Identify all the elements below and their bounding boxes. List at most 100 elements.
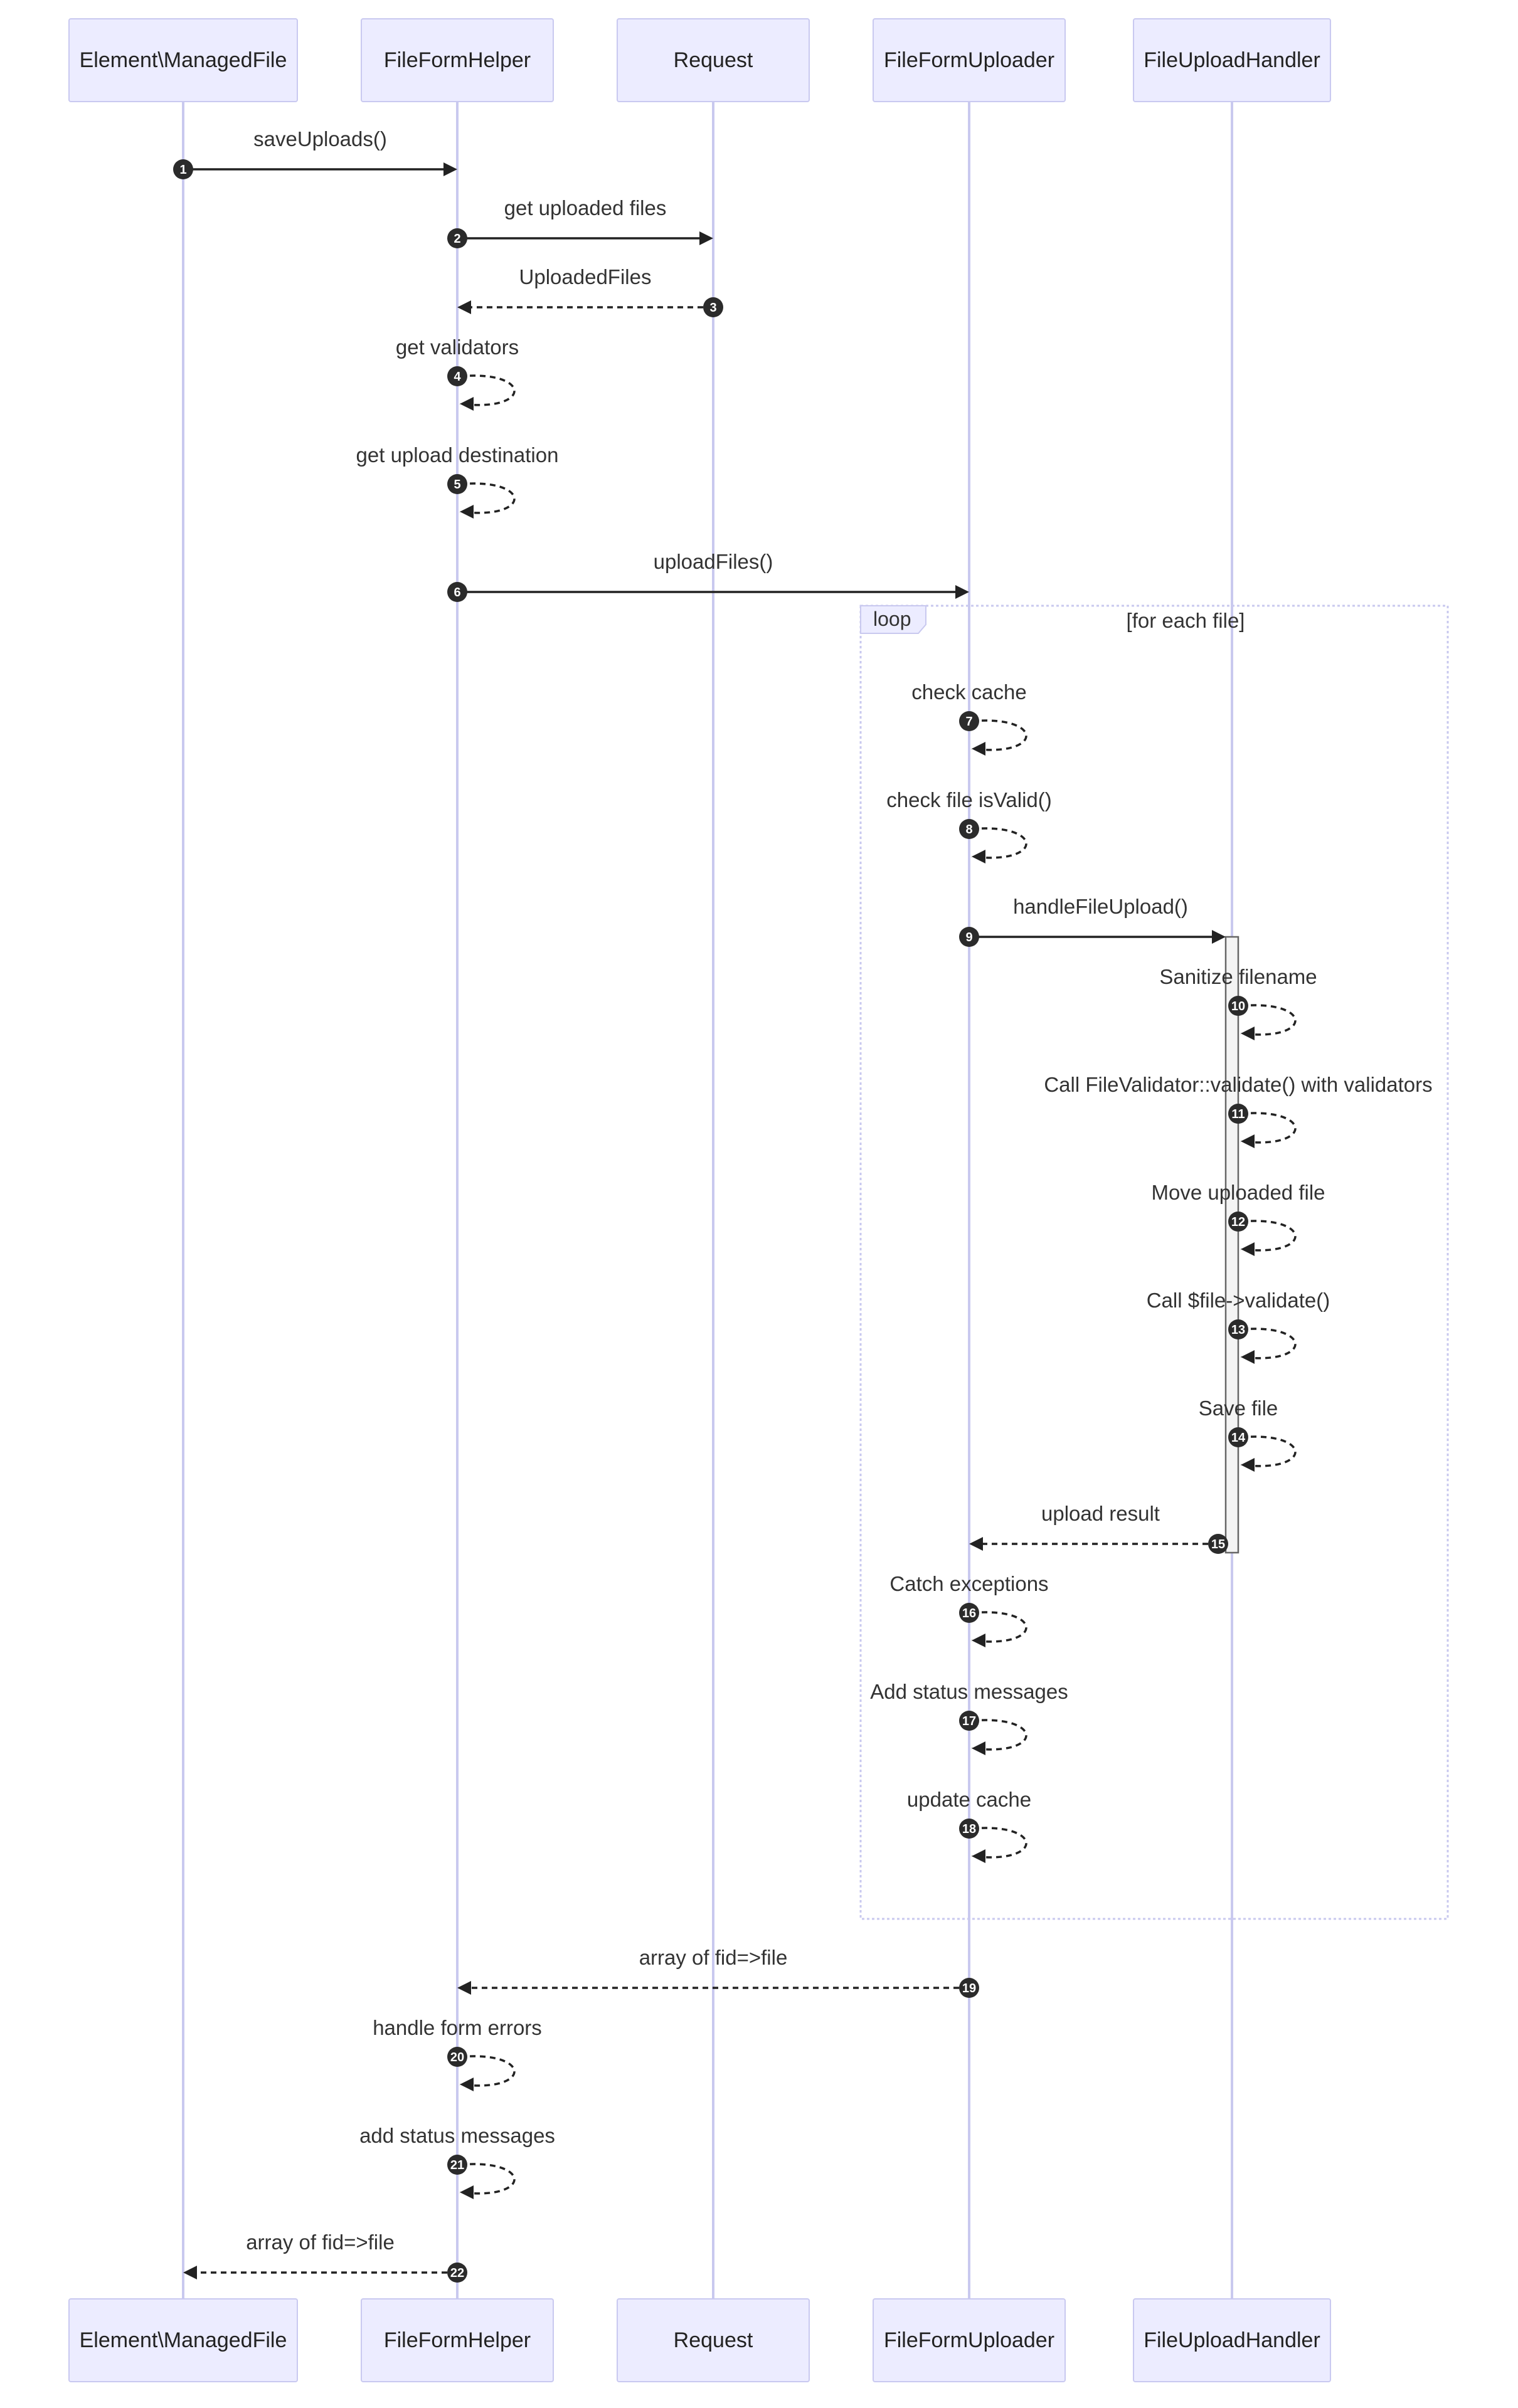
sequence-number: 18 [962,1822,976,1836]
message-19: array of fid=>file 19 [457,1946,979,1998]
participant-label: FileUploadHandler [1144,2328,1320,2352]
arrowhead [972,742,985,756]
message-label: Call FileValidator::validate() with vali… [1044,1073,1432,1096]
message-8: check file isValid() 8 [886,788,1052,863]
participant-label: FileFormHelper [384,2328,531,2352]
sequence-badge [447,2047,467,2067]
arrowhead [1241,1242,1255,1256]
participant-managedfile-bottom: Element\ManagedFile [68,2298,298,2382]
message-20: handle form errors 20 [373,2016,542,2091]
arrowhead [1241,1027,1255,1040]
messages: saveUploads() 1 get uploaded files 2 Uploade… [173,127,1433,2283]
message-label: get upload destination [356,443,559,467]
message-4: get validators 4 [396,335,519,411]
sequence-badge [703,297,723,317]
message-label: array of fid=>file [639,1946,788,1969]
message-line [459,2055,516,2087]
sequence-badge [959,1819,979,1839]
message-label: get uploaded files [504,196,667,219]
arrowhead [972,1741,985,1755]
participant-managedfile-top: Element\ManagedFile [68,18,298,102]
sequence-number: 5 [454,478,460,492]
sequence-number: 10 [1231,1000,1245,1013]
sequence-number: 12 [1231,1215,1245,1229]
message-line [1240,1004,1297,1036]
participant-label: Request [674,48,753,72]
sequence-badge [959,1978,979,1998]
loop-frame: loop [for each file] [859,605,1449,1920]
message-line [459,2163,516,2195]
sequence-number: 17 [962,1714,976,1728]
loop-tag-tab [860,605,926,634]
message-label: check file isValid() [886,788,1051,811]
participant-uploader-top: FileFormUploader [873,18,1066,102]
sequence-number: 11 [1231,1107,1245,1121]
arrowhead [969,1537,983,1551]
message-12: Move uploaded file 12 [1151,1181,1325,1256]
message-label: add status messages [359,2124,555,2147]
sequence-badge [1228,996,1248,1016]
sequence-badge [959,819,979,839]
sequence-badge [1228,1319,1248,1339]
arrowhead [460,2078,474,2091]
arrowhead [972,850,985,863]
sequence-number: 19 [962,1982,976,1995]
message-5: get upload destination 5 [356,443,559,519]
message-1: saveUploads() 1 [173,127,457,179]
arrowhead [457,1981,471,1995]
participants-bottom: Element\ManagedFile FileFormHelper Request… [68,2298,1331,2382]
sequence-badge [1228,1104,1248,1124]
participant-box [68,18,298,102]
message-line [971,1719,1027,1751]
arrowhead [460,2185,474,2199]
message-line [1240,1112,1297,1144]
arrowhead [460,505,474,519]
sequence-number: 3 [709,301,716,315]
message-line [971,719,1027,751]
message-label: Sanitize filename [1159,965,1317,988]
message-label: update cache [907,1788,1031,1811]
message-16: Catch exceptions 16 [889,1572,1049,1647]
arrowhead [460,397,474,411]
message-label: Save file [1199,1397,1278,1420]
sequence-badge [959,1603,979,1623]
message-label: get validators [396,335,519,359]
message-22: array of fid=>file 22 [183,2231,467,2283]
message-7: check cache 7 [911,680,1027,756]
arrowhead [972,1849,985,1863]
message-10: Sanitize filename 10 [1159,965,1317,1040]
arrowhead [972,1634,985,1647]
sequence-number: 21 [450,2158,464,2172]
arrowhead [443,162,457,176]
participant-request-top: Request [617,18,810,102]
arrowhead [699,231,713,245]
sequence-badge [959,1711,979,1731]
sequence-number: 20 [450,2051,464,2064]
message-label: handle form errors [373,2016,542,2039]
message-line [1240,1435,1297,1467]
message-11: Call FileValidator::validate() with vali… [1044,1073,1433,1148]
message-label: Move uploaded file [1151,1181,1325,1204]
sequence-badge [959,711,979,731]
participant-box [361,18,554,102]
arrowhead [1212,930,1226,944]
message-17: Add status messages 17 [870,1680,1068,1755]
arrowhead [955,585,969,599]
message-label: uploadFiles() [654,550,773,573]
message-line [1240,1328,1297,1360]
message-18: update cache 18 [907,1788,1031,1863]
participant-box [1133,2298,1331,2382]
sequence-badge [1228,1212,1248,1232]
participant-handler-bottom: FileUploadHandler [1133,2298,1331,2382]
sequence-badge [447,2263,467,2283]
sequence-number: 6 [454,586,460,599]
participant-handler-top: FileUploadHandler [1133,18,1331,102]
sequence-badge [173,159,193,179]
message-line [1240,1220,1297,1252]
sequence-badge [1228,1427,1248,1447]
message-label: Call $file->validate() [1147,1289,1330,1312]
participant-label: FileFormHelper [384,48,531,72]
sequence-badge [1208,1534,1228,1554]
loop-tag: loop [873,608,911,630]
